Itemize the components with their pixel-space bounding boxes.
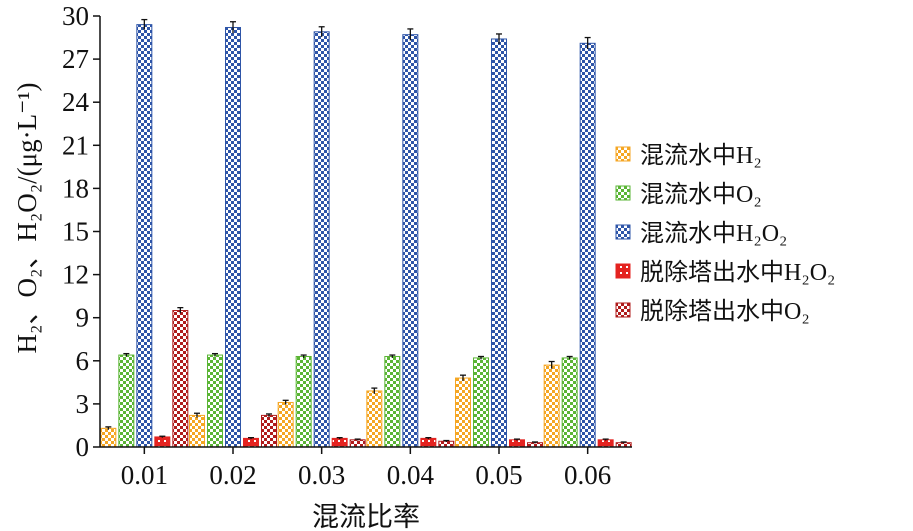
x-tick-label: 0.03 — [298, 460, 345, 490]
bar — [189, 414, 205, 448]
bar — [313, 31, 330, 448]
bar — [420, 437, 437, 448]
bar — [172, 310, 189, 448]
y-tick-label: 6 — [76, 346, 90, 376]
x-tick-label: 0.04 — [387, 460, 435, 490]
x-tick-label: 0.05 — [475, 460, 522, 490]
bar — [277, 401, 294, 448]
legend-swatch — [615, 302, 631, 318]
y-tick-label: 3 — [76, 389, 90, 419]
bar — [225, 26, 241, 448]
bar — [100, 427, 117, 448]
y-tick-label: 27 — [62, 44, 89, 74]
y-tick-label: 12 — [62, 260, 89, 290]
y-tick-label: 24 — [62, 87, 90, 117]
bar — [455, 377, 471, 448]
x-tick-label: 0.02 — [209, 460, 256, 490]
bar — [207, 354, 223, 448]
bar — [295, 355, 312, 448]
x-axis-title: 混流比率 — [312, 502, 420, 531]
legend-label: 混流水中H₂O₂ — [640, 220, 787, 247]
axes: 0 3 6 9 12 15 18 21 24 27 30 0.01 0.02 0.03 0.04 0.05 0.… — [62, 1, 632, 490]
y-tick-label: 30 — [62, 1, 89, 31]
legend-swatch — [615, 263, 631, 279]
legend: 混流水中H₂ 混流水中O₂ 混流水中H₂O₂ 脱除塔出水中H₂O₂ 脱除塔出水中O₂ — [615, 142, 835, 325]
y-tick-label: 21 — [62, 130, 89, 160]
x-tick-label: 0.06 — [564, 460, 611, 490]
y-tick-label: 9 — [76, 303, 90, 333]
bar — [136, 24, 153, 448]
legend-swatch — [615, 185, 631, 201]
bar — [509, 439, 525, 448]
bar — [384, 355, 401, 448]
bar — [579, 42, 596, 448]
bar — [349, 439, 366, 448]
y-axis-title: H₂、O₂、H₂O₂/(μg·L⁻¹) — [12, 83, 42, 354]
legend-swatch — [615, 146, 631, 162]
legend-swatch — [615, 224, 631, 240]
legend-label: 混流水中H₂ — [640, 142, 762, 169]
x-tick-label: 0.01 — [121, 460, 168, 490]
bar — [438, 440, 455, 448]
bar — [366, 390, 383, 448]
bar — [261, 414, 277, 448]
bar — [331, 437, 348, 448]
bar — [597, 439, 614, 448]
bar — [118, 354, 135, 448]
y-tick-label: 0 — [76, 432, 90, 462]
bar — [473, 357, 489, 448]
plot-area — [100, 18, 632, 448]
bar — [402, 34, 419, 448]
legend-label: 混流水中O₂ — [640, 181, 762, 208]
bar — [491, 38, 507, 448]
bar — [561, 357, 578, 448]
bar — [543, 364, 560, 448]
legend-label: 脱除塔出水中H₂O₂ — [640, 259, 835, 286]
legend-label: 脱除塔出水中O₂ — [640, 298, 810, 325]
y-tick-label: 15 — [62, 217, 89, 247]
bar — [243, 437, 259, 448]
y-tick-label: 18 — [62, 173, 89, 203]
bar — [154, 436, 171, 448]
